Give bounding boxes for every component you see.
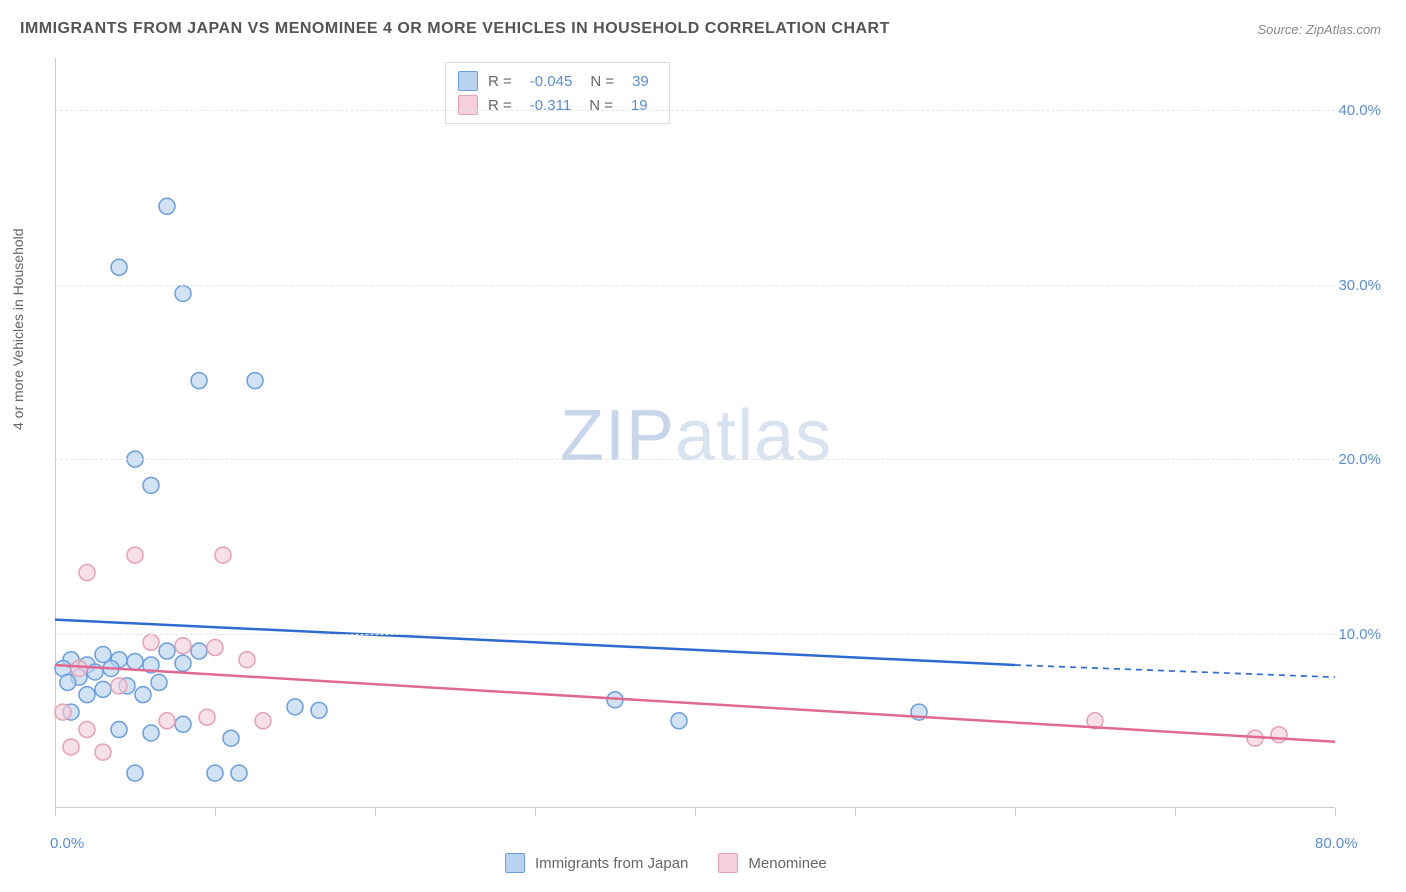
source-attribution: Source: ZipAtlas.com <box>1257 22 1381 37</box>
data-point <box>1271 727 1287 743</box>
data-point <box>175 638 191 654</box>
legend-series-label: Menominee <box>748 855 826 872</box>
data-point <box>207 765 223 781</box>
x-tick <box>1175 808 1176 816</box>
y-tick-label: 10.0% <box>1338 626 1381 643</box>
data-point <box>60 674 76 690</box>
data-point <box>143 725 159 741</box>
y-tick-label: 40.0% <box>1338 102 1381 119</box>
data-point <box>79 722 95 738</box>
gridline-h <box>55 285 1335 286</box>
data-point <box>175 655 191 671</box>
data-point <box>127 653 143 669</box>
chart-title: IMMIGRANTS FROM JAPAN VS MENOMINEE 4 OR … <box>20 20 890 38</box>
data-point <box>151 674 167 690</box>
y-tick-label: 30.0% <box>1338 277 1381 294</box>
trend-line-dashed <box>1015 665 1335 677</box>
legend-swatch <box>505 853 525 873</box>
data-point <box>135 687 151 703</box>
data-point <box>207 640 223 656</box>
x-tick <box>375 808 376 816</box>
legend-stats: R = -0.045 N = 39 R =-0.311N =19 <box>445 62 670 124</box>
y-tick-label: 20.0% <box>1338 451 1381 468</box>
data-point <box>215 547 231 563</box>
x-tick <box>535 808 536 816</box>
chart-container: IMMIGRANTS FROM JAPAN VS MENOMINEE 4 OR … <box>0 0 1406 892</box>
legend-swatch <box>718 853 738 873</box>
gridline-h <box>55 110 1335 111</box>
data-point <box>63 739 79 755</box>
x-tick <box>1335 808 1336 816</box>
x-tick <box>855 808 856 816</box>
data-point <box>95 744 111 760</box>
data-point <box>111 678 127 694</box>
data-point <box>199 709 215 725</box>
data-point <box>127 765 143 781</box>
x-tick <box>215 808 216 816</box>
y-axis-label: 4 or more Vehicles in Household <box>10 228 26 430</box>
legend-n-label: N = <box>590 73 614 90</box>
data-point <box>111 722 127 738</box>
data-point <box>55 704 71 720</box>
data-point <box>71 660 87 676</box>
data-point <box>223 730 239 746</box>
data-point <box>159 643 175 659</box>
data-point <box>159 713 175 729</box>
legend-swatch <box>458 95 478 115</box>
data-point <box>127 547 143 563</box>
legend-series-label: Immigrants from Japan <box>535 855 688 872</box>
data-point <box>111 259 127 275</box>
data-point <box>671 713 687 729</box>
legend-r-label: R = <box>488 73 512 90</box>
data-point <box>239 652 255 668</box>
data-point <box>79 687 95 703</box>
x-tick <box>55 808 56 816</box>
x-tick <box>695 808 696 816</box>
legend-stats-row: R =-0.311N =19 <box>458 93 657 117</box>
plot-svg <box>55 58 1335 808</box>
data-point <box>143 634 159 650</box>
legend-stats-row: R = -0.045 N = 39 <box>458 69 657 93</box>
data-point <box>191 373 207 389</box>
data-point <box>247 373 263 389</box>
legend-series: Immigrants from Japan Menominee <box>505 853 847 873</box>
x-tick-label: 80.0% <box>1315 835 1358 852</box>
legend-swatch <box>458 71 478 91</box>
gridline-h <box>55 459 1335 460</box>
data-point <box>255 713 271 729</box>
data-point <box>175 716 191 732</box>
data-point <box>143 477 159 493</box>
data-point <box>231 765 247 781</box>
data-point <box>191 643 207 659</box>
legend-n-value: 39 <box>624 73 657 90</box>
data-point <box>95 681 111 697</box>
legend-r-value: -0.045 <box>522 73 581 90</box>
data-point <box>175 285 191 301</box>
x-tick-label: 0.0% <box>50 835 84 852</box>
data-point <box>159 198 175 214</box>
data-point <box>79 565 95 581</box>
gridline-h <box>55 634 1335 635</box>
data-point <box>287 699 303 715</box>
trend-line <box>55 665 1335 742</box>
data-point <box>311 702 327 718</box>
x-tick <box>1015 808 1016 816</box>
